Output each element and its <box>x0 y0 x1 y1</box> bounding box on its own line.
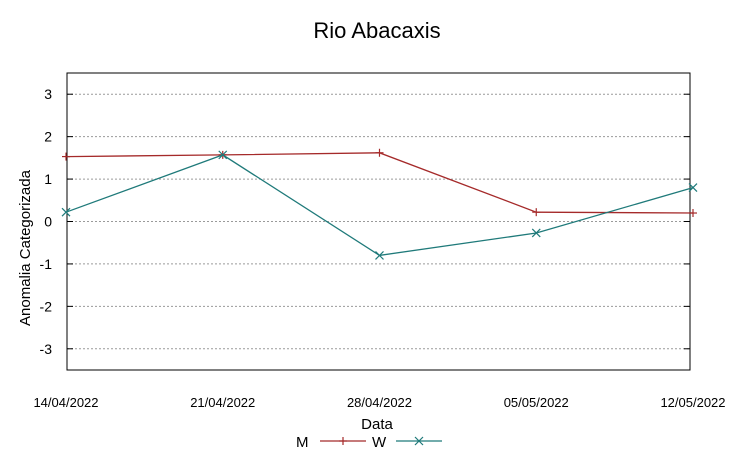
legend-marker <box>339 437 347 445</box>
series-line <box>65 152 694 214</box>
y-tick-label: -1 <box>40 256 53 272</box>
y-tick-label: 1 <box>44 171 52 187</box>
data-point <box>688 183 698 192</box>
series-m <box>62 148 697 218</box>
x-tick-label: 05/05/2022 <box>504 395 569 410</box>
data-point <box>61 207 71 217</box>
legend-label: W <box>372 434 387 451</box>
data-point <box>689 209 697 218</box>
y-tick-label: 2 <box>44 129 52 145</box>
y-tick-label: 3 <box>44 86 52 102</box>
data-point <box>62 152 70 161</box>
series-group <box>61 148 698 260</box>
x-axis-label: Data <box>361 416 393 433</box>
data-point <box>375 251 384 260</box>
y-tick-label: -2 <box>40 298 53 314</box>
series-w <box>61 150 698 260</box>
y-tick-label: 0 <box>44 214 52 230</box>
gridlines <box>67 93 690 350</box>
legend-label: M <box>296 434 309 451</box>
y-axis-ticks: -3 -2 -1 0 1 2 3 <box>40 86 690 357</box>
x-tick-label: 12/05/2022 <box>660 395 725 410</box>
data-point <box>531 228 541 238</box>
data-point <box>375 148 384 157</box>
x-axis-ticks: 14/04/2022 21/04/2022 28/04/2022 05/05/2022… <box>33 395 725 410</box>
y-tick-label: -3 <box>40 341 53 357</box>
x-tick-label: 14/04/2022 <box>33 395 98 410</box>
x-tick-label: 21/04/2022 <box>190 395 255 410</box>
x-tick-label: 28/04/2022 <box>347 395 412 410</box>
series-line <box>65 154 694 257</box>
data-point <box>218 150 228 160</box>
data-point <box>532 208 541 217</box>
y-axis-label: Anomalia Categorizada <box>17 169 34 326</box>
legend-marker <box>414 436 424 446</box>
chart-title: Rio Abacaxis <box>313 18 440 43</box>
